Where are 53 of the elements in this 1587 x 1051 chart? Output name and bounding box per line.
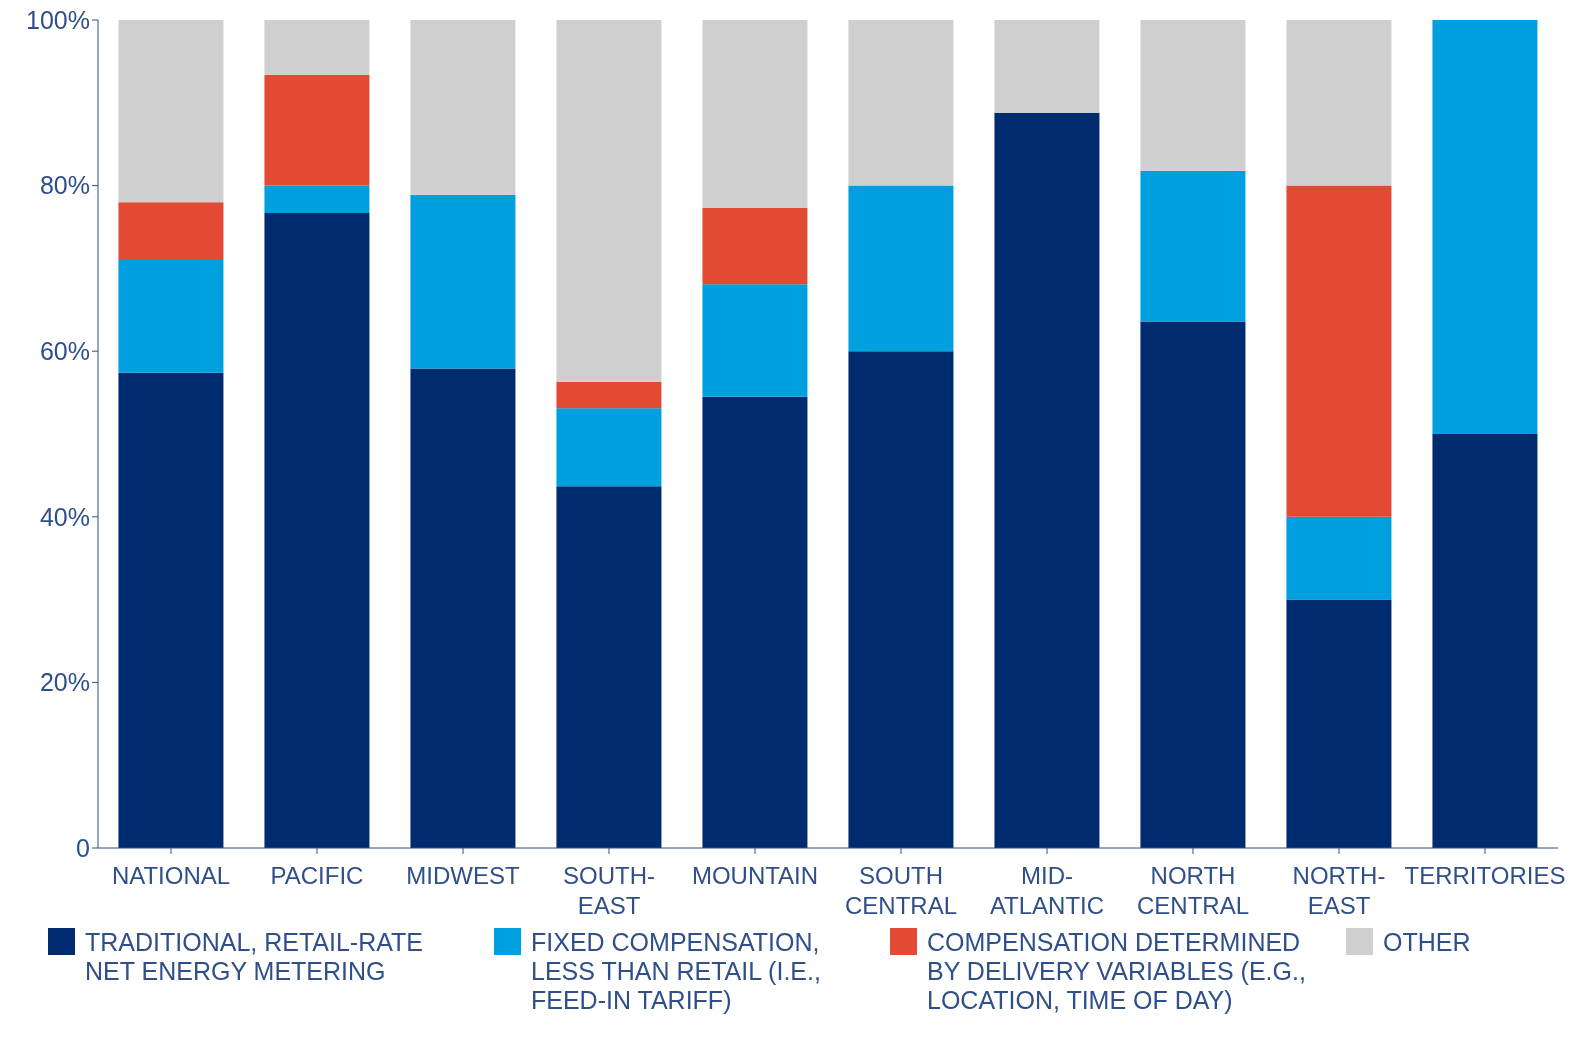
bar xyxy=(848,351,954,848)
bar xyxy=(118,372,224,848)
bar xyxy=(994,112,1100,848)
legend-label: FIXED COMPENSATION, LESS THAN RETAIL (I.E., FEED-IN TARIFF) xyxy=(531,928,822,1015)
bar xyxy=(702,284,808,397)
bar xyxy=(1286,599,1392,848)
bar xyxy=(1286,516,1392,600)
bar xyxy=(1140,321,1246,848)
x-tick-label: MIDWEST xyxy=(406,862,520,889)
bar xyxy=(118,202,224,261)
bar xyxy=(848,185,954,352)
bar xyxy=(702,20,808,208)
bar xyxy=(994,20,1100,113)
legend-label: TRADITIONAL, RETAIL-RATE NET ENERGY METERING xyxy=(85,928,424,986)
bar xyxy=(1140,20,1246,171)
bar xyxy=(410,368,516,848)
bar xyxy=(1286,20,1392,186)
x-tick-label: NATIONAL xyxy=(111,862,231,889)
y-tick-label: 0 xyxy=(76,833,90,862)
bar xyxy=(556,20,662,382)
bar xyxy=(264,20,370,75)
bar xyxy=(556,486,662,848)
y-tick-label: 80% xyxy=(39,171,90,200)
legend-label: OTHER xyxy=(1383,928,1471,957)
bar xyxy=(118,20,224,203)
x-tick-label: NORTH CENTRAL xyxy=(1136,862,1250,919)
bar xyxy=(1432,434,1538,848)
y-tick-label: 60% xyxy=(39,337,90,366)
legend-label: COMPENSATION DETERMINED BY DELIVERY VARIABLES (E.G., LOCATION, TIME OF DAY) xyxy=(927,928,1307,1015)
x-tick-label: MID-ATLANTIC xyxy=(989,862,1105,919)
bar xyxy=(410,194,516,369)
x-tick-label: SOUTH-EAST xyxy=(563,862,655,919)
bar xyxy=(118,260,224,373)
bar xyxy=(556,381,662,409)
bar xyxy=(848,20,954,186)
x-tick-label: SOUTH CENTRAL xyxy=(844,862,958,919)
bar xyxy=(410,20,516,195)
x-tick-label: PACIFIC xyxy=(270,862,364,889)
bar xyxy=(702,207,808,285)
y-tick-label: 100% xyxy=(26,5,90,34)
bar xyxy=(702,396,808,848)
x-tick-label: MOUNTAIN xyxy=(691,862,819,889)
bar xyxy=(1140,170,1246,322)
bar xyxy=(1432,20,1538,434)
bar xyxy=(1286,185,1392,517)
bar xyxy=(264,185,370,213)
bar xyxy=(264,212,370,848)
bar xyxy=(556,408,662,487)
y-tick-label: 40% xyxy=(39,502,90,531)
x-tick-label: TERRITORIES xyxy=(1404,862,1566,889)
y-tick-label: 20% xyxy=(39,668,90,697)
x-tick-label: NORTH-EAST xyxy=(1292,862,1386,919)
bar xyxy=(264,74,370,186)
